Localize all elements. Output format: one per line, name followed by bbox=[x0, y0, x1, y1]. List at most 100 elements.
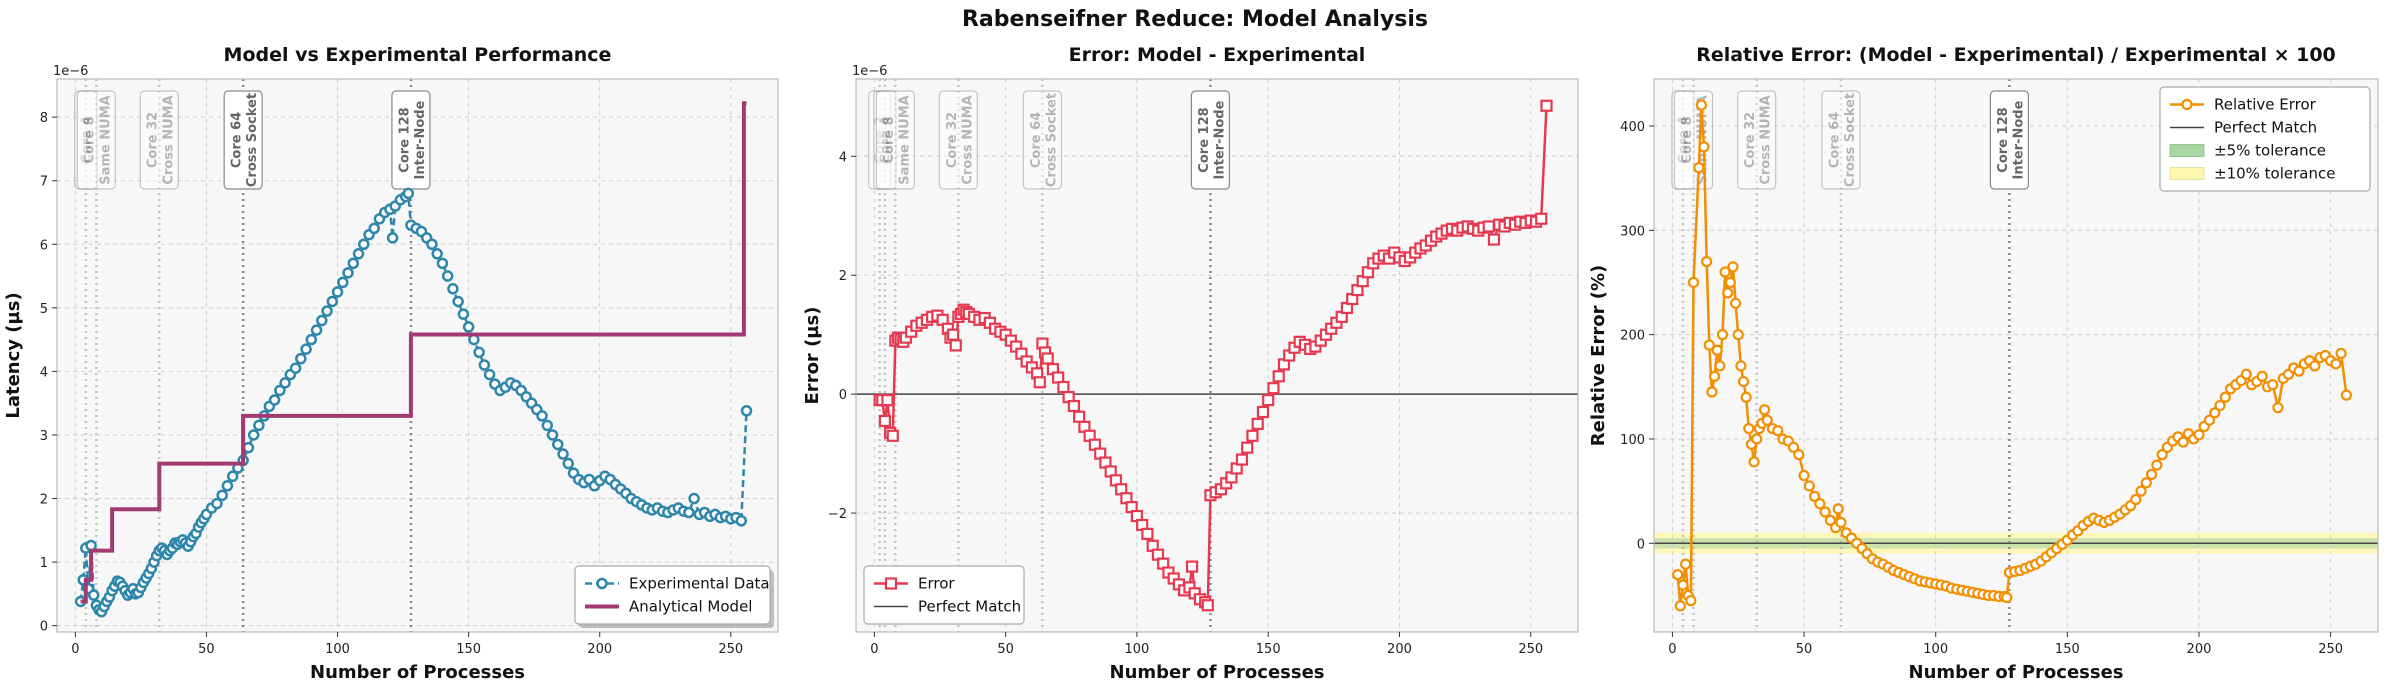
data-point bbox=[552, 438, 564, 451]
data-point bbox=[2293, 365, 2305, 377]
data-point bbox=[1824, 514, 1836, 526]
core-annotation: Core 8Same NUMA bbox=[875, 90, 915, 190]
data-point bbox=[2130, 493, 2142, 506]
core-annotation: Core 32Cross NUMA bbox=[938, 90, 978, 190]
data-point bbox=[436, 257, 449, 270]
data-point bbox=[1687, 276, 1700, 289]
data-point bbox=[2256, 370, 2268, 382]
annotation-line-2: Inter-Node bbox=[1212, 100, 1227, 179]
x-axis-label: Number of Processes bbox=[1110, 662, 1325, 683]
core-annotation: Core 8Same NUMA bbox=[76, 90, 116, 190]
data-point bbox=[331, 286, 344, 298]
data-point bbox=[2209, 407, 2221, 419]
data-point bbox=[352, 248, 365, 260]
data-point bbox=[1067, 399, 1081, 413]
data-point bbox=[2156, 449, 2168, 461]
data-point bbox=[402, 187, 415, 200]
legend-label: Experimental Data bbox=[629, 575, 770, 593]
annotation-line-1: Core 4 bbox=[878, 116, 893, 163]
annotation-label: Core 128Inter-Node bbox=[1197, 100, 1228, 179]
data-point bbox=[483, 368, 496, 381]
data-point bbox=[536, 410, 548, 422]
data-point bbox=[242, 441, 255, 454]
data-point bbox=[1737, 375, 1750, 388]
y-multiplier-label: 1e−6 bbox=[852, 64, 887, 79]
legend-label: Perfect Match bbox=[918, 598, 1021, 616]
data-point bbox=[326, 295, 339, 308]
data-point bbox=[274, 384, 286, 397]
data-point bbox=[1235, 453, 1249, 466]
legend-marker bbox=[596, 577, 608, 590]
data-point bbox=[735, 515, 748, 527]
annotation-line-1: Core 32 bbox=[945, 112, 960, 168]
annotation-box bbox=[1671, 90, 1695, 190]
model-line bbox=[80, 101, 747, 604]
annotation-line-2: Same NUMA bbox=[897, 95, 912, 184]
core-annotation: Core 4 bbox=[1671, 90, 1695, 190]
y-tick-label: 300 bbox=[1620, 224, 1645, 239]
y-axis-label: Error (µs) bbox=[802, 307, 823, 405]
data-point bbox=[1832, 503, 1844, 515]
annotation-line-1: Core 2 bbox=[873, 116, 888, 163]
annotation-label: Core 8Same NUMA bbox=[882, 95, 913, 184]
series-group bbox=[1672, 99, 2353, 612]
annotation-box bbox=[139, 90, 179, 190]
data-point bbox=[2001, 591, 2013, 604]
data-point bbox=[541, 419, 554, 432]
data-point bbox=[268, 394, 281, 406]
data-point bbox=[546, 429, 559, 441]
data-point bbox=[321, 305, 333, 317]
annotation-line-2: Cross NUMA bbox=[1759, 95, 1774, 184]
data-point bbox=[1787, 441, 1800, 453]
data-point bbox=[1703, 339, 1715, 351]
annotation-box bbox=[868, 90, 892, 190]
x-tick-label: 200 bbox=[1387, 642, 1412, 657]
legend-label: Analytical Model bbox=[629, 598, 752, 616]
y-tick-label: 5 bbox=[40, 302, 48, 317]
data-point bbox=[295, 352, 307, 365]
annotation-label: Core 4 bbox=[79, 116, 94, 163]
data-point bbox=[226, 470, 239, 483]
data-point bbox=[1685, 595, 1697, 607]
annotation-label: Core 8Same NUMA bbox=[83, 95, 114, 184]
annotation-line-2: Inter-Node bbox=[2011, 100, 2026, 179]
annotation-line-1: Core 8 bbox=[1680, 116, 1695, 163]
data-point bbox=[1711, 344, 1723, 356]
data-point bbox=[478, 359, 491, 371]
core-annotation: Core 128Inter-Node bbox=[1989, 90, 2030, 190]
data-point bbox=[447, 283, 459, 295]
data-point bbox=[1835, 516, 1847, 529]
annotation-line-1: Core 128 bbox=[1197, 107, 1212, 172]
data-point bbox=[316, 314, 328, 327]
annotation-line-1: Core 64 bbox=[1029, 112, 1044, 168]
x-tick-label: 0 bbox=[1668, 642, 1676, 657]
x-tick-label: 250 bbox=[718, 642, 743, 657]
core-annotation: Core 32Cross NUMA bbox=[1737, 90, 1777, 190]
y-tick-label: 0 bbox=[1637, 537, 1645, 552]
annotation-box bbox=[1190, 90, 1231, 190]
data-point bbox=[1698, 141, 1710, 153]
series-group bbox=[74, 101, 753, 618]
core-annotation: Core 64Cross Socket bbox=[223, 90, 263, 190]
data-point bbox=[1714, 360, 1726, 372]
data-point bbox=[300, 343, 312, 355]
annotation-box bbox=[938, 90, 978, 190]
annotation-box bbox=[74, 90, 98, 190]
annotation-label: Core 4 bbox=[1677, 116, 1692, 163]
data-point bbox=[1819, 506, 1831, 518]
data-point bbox=[1803, 480, 1815, 492]
data-point bbox=[1708, 370, 1721, 382]
data-point bbox=[1679, 558, 1692, 570]
data-point bbox=[683, 506, 695, 519]
data-point bbox=[426, 238, 438, 251]
data-point bbox=[1798, 469, 1810, 482]
legend-label: Perfect Match bbox=[2214, 119, 2317, 137]
annotation-line-1: Core 4 bbox=[79, 116, 94, 163]
data-point bbox=[1730, 297, 1742, 309]
data-point bbox=[457, 308, 470, 320]
y-tick-label: 400 bbox=[1620, 120, 1645, 135]
y-axis-label: Latency (µs) bbox=[3, 292, 24, 418]
axes-frame bbox=[1653, 78, 2379, 633]
annotation-box bbox=[1022, 90, 1063, 190]
panel-title: Relative Error: (Model - Experimental) /… bbox=[1696, 44, 2336, 66]
